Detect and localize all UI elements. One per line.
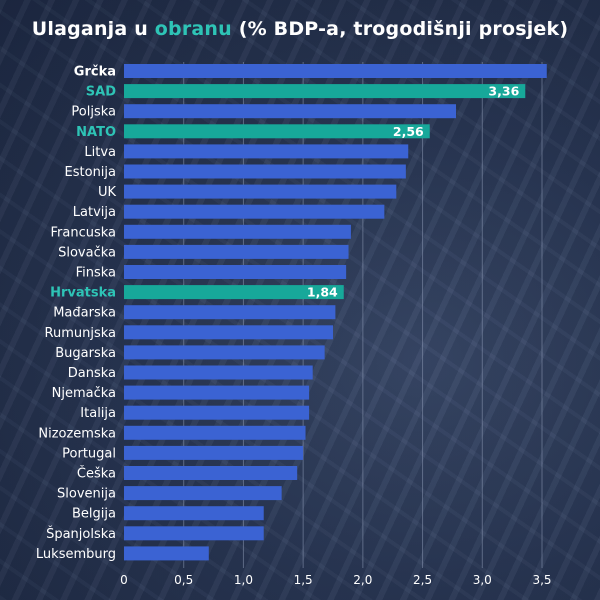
category-label-nizozemska: Nizozemska — [38, 426, 116, 441]
x-axis-ticks: 0 0,5 1,0 1,5 2,0 2,5 3,0 3,5 — [120, 573, 551, 587]
bar-madarska — [124, 305, 335, 319]
category-label-spanjolska: Španjolska — [46, 526, 116, 542]
category-label-francuska: Francuska — [50, 225, 116, 240]
category-label-hrvatska: Hrvatska — [50, 286, 116, 301]
x-tick-label: 1,5 — [294, 573, 313, 587]
bar-nizozemska — [124, 426, 306, 440]
bar-belgija — [124, 506, 264, 520]
data-label-nato: 2,56 — [393, 124, 424, 139]
data-label-hrvatska: 1,84 — [307, 285, 338, 300]
data-label-sad: 3,36 — [488, 84, 519, 99]
bar-grcka — [124, 64, 547, 78]
x-tick-label: 3,5 — [532, 573, 551, 587]
category-label-grcka: Grčka — [74, 65, 116, 80]
category-label-belgija: Belgija — [72, 507, 116, 522]
category-label-ceska: Češka — [77, 466, 116, 482]
x-tick-label: 2,5 — [413, 573, 432, 587]
category-label-italija: Italija — [80, 406, 116, 421]
bar-estonija — [124, 165, 406, 179]
category-label-uk: UK — [98, 185, 117, 200]
bar-luksemburg — [124, 546, 209, 560]
bar-njemacka — [124, 386, 309, 400]
bar-italija — [124, 406, 309, 420]
bar-finska — [124, 265, 346, 279]
bars — [124, 64, 547, 560]
bar-rumunjska — [124, 325, 333, 339]
bar-slovenija — [124, 486, 282, 500]
category-label-latvija: Latvija — [73, 205, 116, 220]
x-tick-label: 0 — [120, 573, 128, 587]
category-label-nato: NATO — [76, 125, 116, 140]
bar-slovacka — [124, 245, 349, 259]
bar-poljska — [124, 104, 456, 118]
x-tick-label: 1,0 — [234, 573, 253, 587]
x-tick-label: 0,5 — [174, 573, 193, 587]
bar-francuska — [124, 225, 351, 239]
category-label-portugal: Portugal — [62, 446, 116, 461]
bar-spanjolska — [124, 526, 264, 540]
category-label-litva: Litva — [84, 145, 116, 160]
category-label-rumunjska: Rumunjska — [45, 326, 116, 341]
category-label-luksemburg: Luksemburg — [36, 547, 116, 562]
bar-portugal — [124, 446, 303, 460]
category-label-estonija: Estonija — [65, 165, 116, 180]
category-label-slovenija: Slovenija — [57, 487, 116, 502]
category-label-slovacka: Slovačka — [58, 245, 116, 260]
x-tick-label: 2,0 — [353, 573, 372, 587]
bar-sad — [124, 84, 525, 98]
category-label-bugarska: Bugarska — [55, 346, 116, 361]
bar-uk — [124, 185, 396, 199]
x-tick-label: 3,0 — [473, 573, 492, 587]
bar-bugarska — [124, 345, 325, 359]
category-label-njemacka: Njemačka — [52, 386, 116, 401]
category-label-finska: Finska — [76, 266, 116, 281]
category-label-sad: SAD — [86, 85, 116, 100]
bar-nato — [124, 124, 430, 138]
bar-litva — [124, 144, 408, 158]
category-labels: Grčka SAD Poljska NATO Litva Estonija UK Latvij… — [36, 65, 117, 562]
category-label-madarska: Mađarska — [53, 306, 116, 321]
category-label-danska: Danska — [68, 366, 116, 381]
bar-latvija — [124, 205, 384, 219]
category-label-poljska: Poljska — [71, 105, 116, 120]
bar-ceska — [124, 466, 297, 480]
bar-danska — [124, 366, 313, 380]
